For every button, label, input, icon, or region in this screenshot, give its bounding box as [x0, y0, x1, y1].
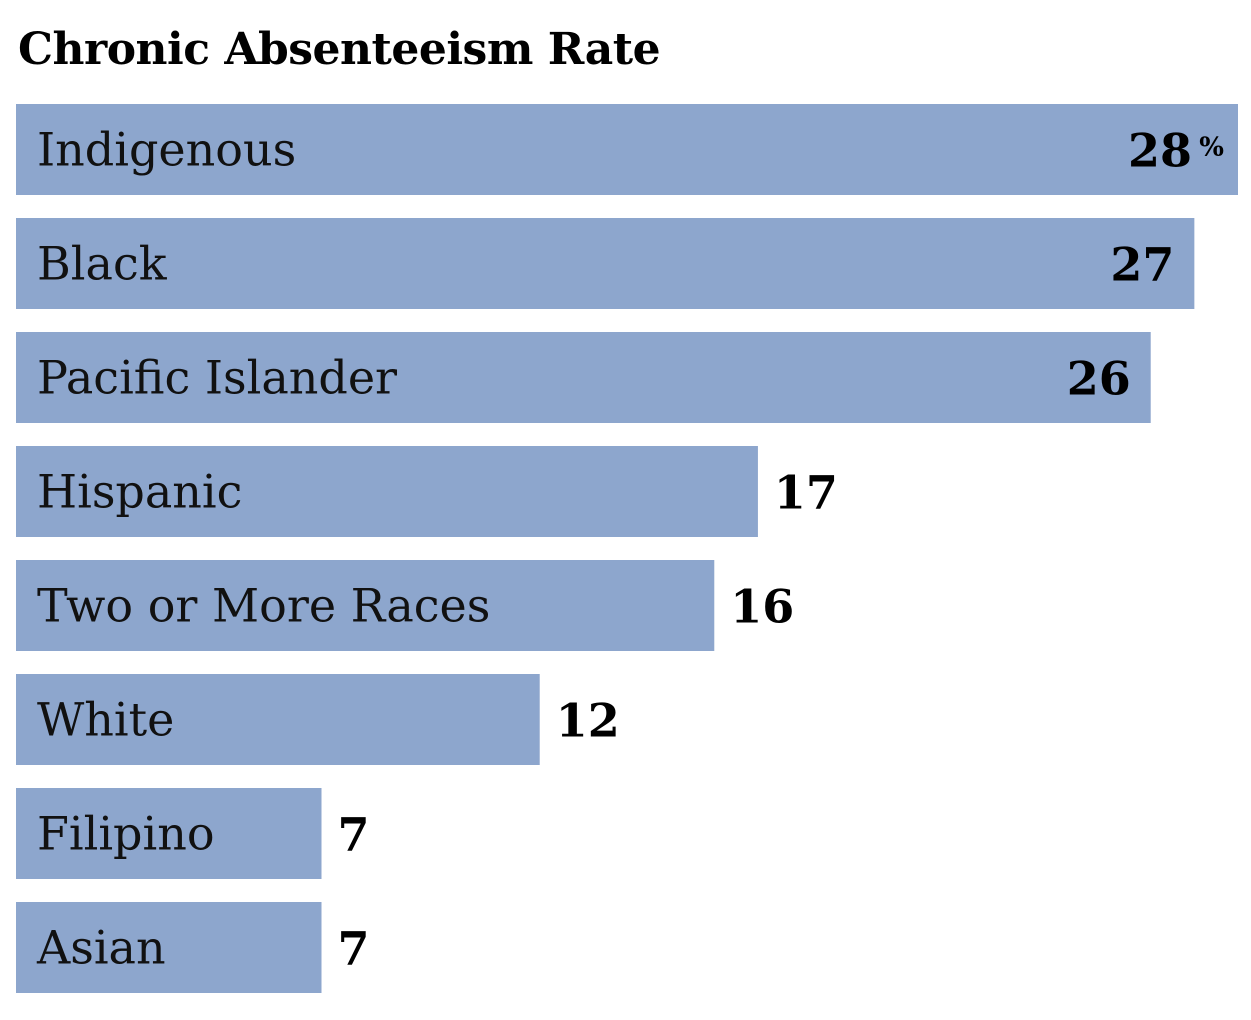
category-label: White — [37, 693, 174, 747]
bar-asian — [16, 902, 322, 993]
bar-black — [16, 218, 1195, 309]
bar-pacific-islander — [16, 332, 1151, 423]
value-label: 7 — [338, 922, 370, 976]
category-label: Pacific Islander — [37, 351, 397, 405]
category-label: Black — [37, 237, 168, 291]
bar-indigenous — [16, 104, 1238, 195]
category-label: Indigenous — [37, 123, 296, 177]
value-label: 28 — [1128, 124, 1192, 178]
category-label: Filipino — [37, 807, 215, 861]
value-label: 7 — [338, 808, 370, 862]
value-label: 17 — [774, 466, 838, 520]
unit-label: % — [1199, 133, 1224, 163]
category-label: Asian — [36, 921, 166, 975]
value-label: 16 — [730, 580, 794, 634]
value-label: 12 — [556, 694, 620, 748]
bar-white — [16, 674, 540, 765]
category-label: Two or More Races — [37, 579, 490, 633]
bar-filipino — [16, 788, 322, 879]
bar-two-or-more-races — [16, 560, 715, 651]
value-label: 27 — [1110, 238, 1174, 292]
bar-hispanic — [16, 446, 758, 537]
chart-title: Chronic Absenteeism Rate — [18, 24, 661, 75]
value-label: 26 — [1067, 352, 1131, 406]
category-label: Hispanic — [37, 465, 242, 519]
